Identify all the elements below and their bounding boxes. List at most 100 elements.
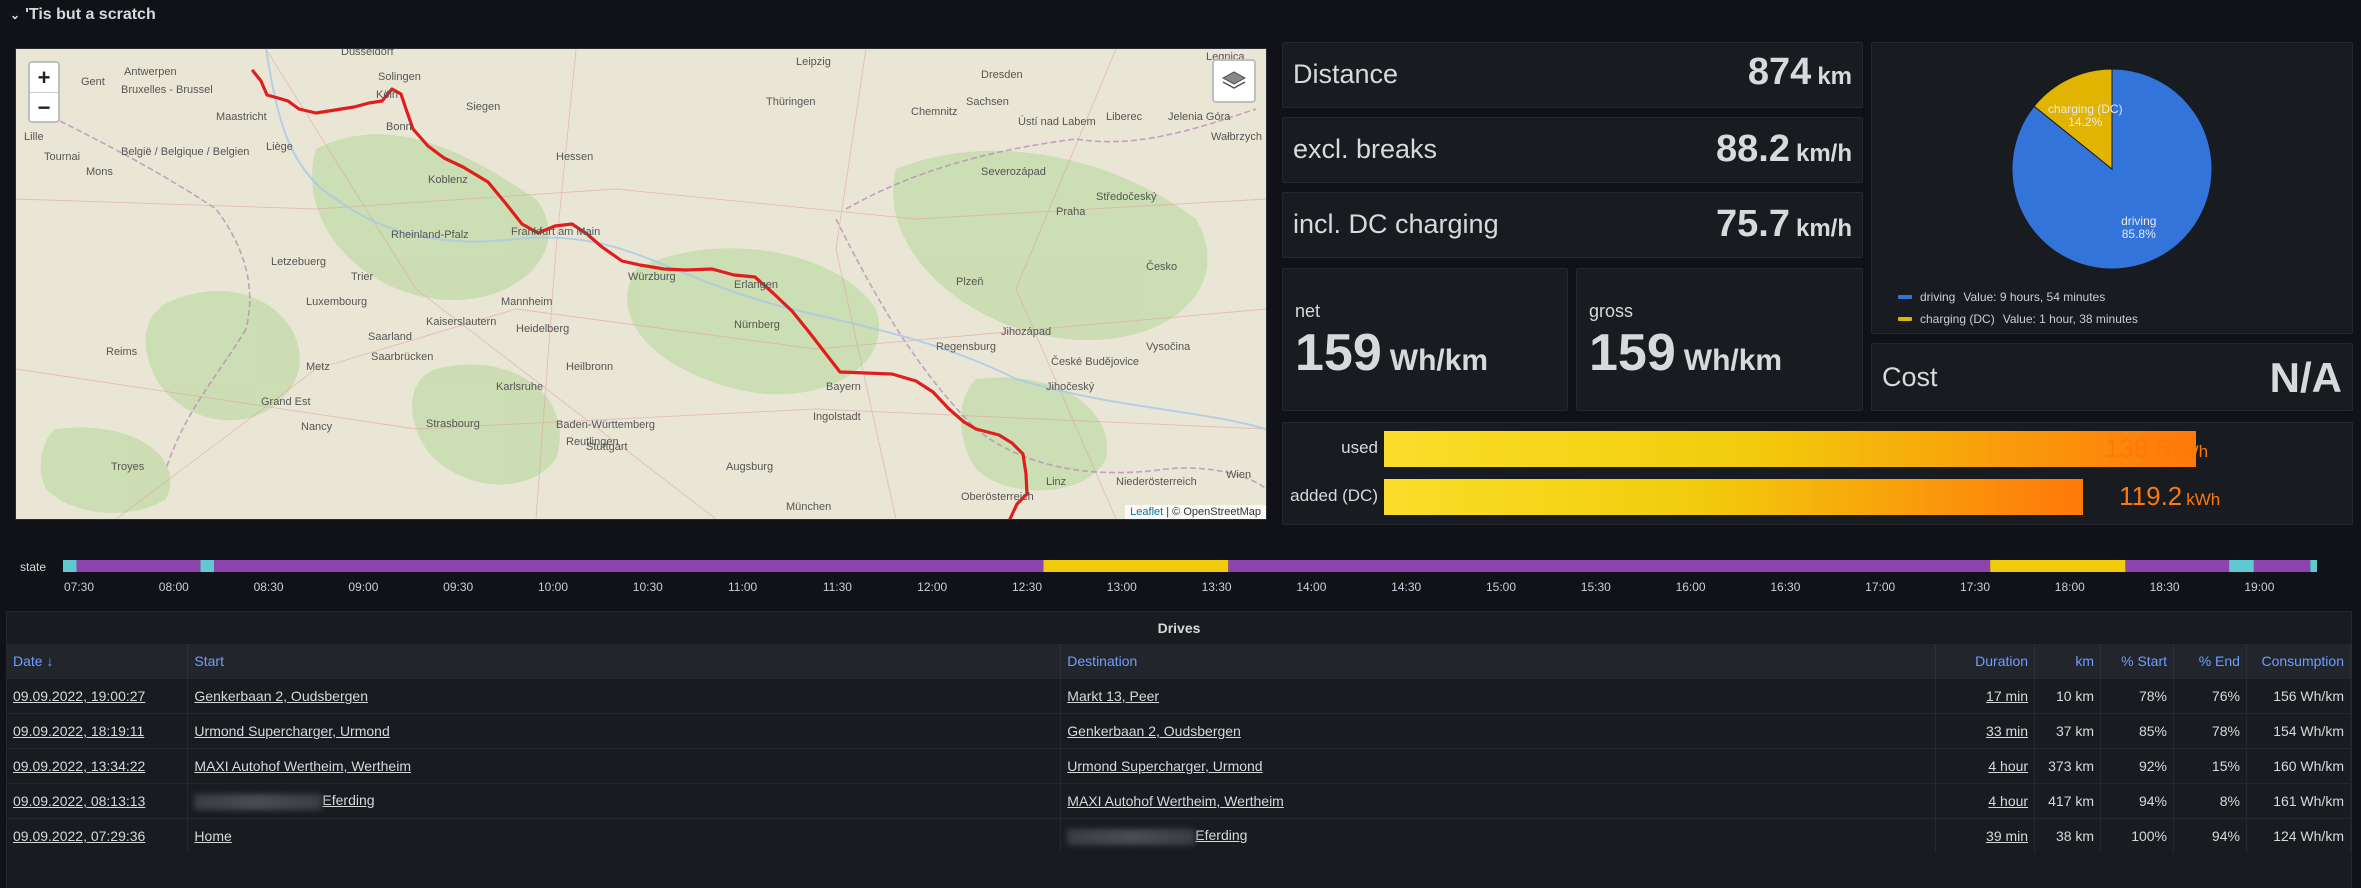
table-cell: 417 km bbox=[2034, 783, 2102, 819]
cell-link[interactable]: Genkerbaan 2, Oudsbergen bbox=[1067, 723, 1241, 739]
table-cell: Urmond Supercharger, Urmond bbox=[187, 713, 1062, 749]
layers-button[interactable] bbox=[1212, 59, 1256, 103]
excl-breaks-value: 88.2 km/h bbox=[1716, 128, 1852, 170]
route-line bbox=[251, 69, 1029, 519]
table-row[interactable]: 09.09.2022, 18:19:11 Urmond Supercharger,… bbox=[7, 713, 2352, 749]
cell-text: 92% bbox=[2138, 758, 2168, 774]
table-row[interactable]: 09.09.2022, 13:34:22 MAXI Autohof Werthei… bbox=[7, 748, 2352, 784]
row-header[interactable]: ⌄ 'Tis but a scratch bbox=[10, 6, 156, 24]
pie-slice-charging[interactable] bbox=[2033, 68, 2113, 171]
table-row[interactable]: 09.09.2022, 19:00:27 Genkerbaan 2, Oudsbe… bbox=[7, 678, 2352, 714]
cell-link[interactable]: 4 hour bbox=[1988, 793, 2029, 809]
incl-dc-panel: incl. DC charging 75.7 km/h bbox=[1282, 192, 1863, 258]
timeline-segment-driving[interactable] bbox=[214, 560, 1044, 572]
column-header[interactable]: Duration bbox=[1935, 644, 2036, 679]
cell-link[interactable]: MAXI Autohof Wertheim, Wertheim bbox=[194, 758, 411, 774]
timeline-segment-parked[interactable] bbox=[2229, 560, 2254, 572]
table-row[interactable]: 09.09.2022, 07:29:36 Home Eferding 39 min 38… bbox=[7, 818, 2352, 853]
cell-link[interactable]: 33 min bbox=[1986, 723, 2029, 739]
map-city-label: Vysočina bbox=[1146, 341, 1191, 353]
cell-link[interactable]: 39 min bbox=[1986, 828, 2029, 844]
map-city-label: Česko bbox=[1146, 261, 1178, 273]
gross-value: 159 Wh/km bbox=[1589, 324, 1783, 382]
zoom-in-button[interactable]: + bbox=[30, 63, 58, 93]
column-header[interactable]: Destination bbox=[1060, 644, 1937, 679]
cell-link[interactable]: Home bbox=[194, 828, 232, 844]
map-city-label: Bayern bbox=[826, 381, 861, 393]
table-cell: 4 hour bbox=[1935, 783, 2036, 819]
map-city-label: Praha bbox=[1056, 206, 1086, 218]
map-city-label: München bbox=[786, 501, 832, 513]
map-city-label: Heilbronn bbox=[566, 361, 614, 373]
legend-item-charging[interactable]: charging (DC) Value: 1 hour, 38 minutes bbox=[1898, 312, 2138, 326]
table-cell: 37 km bbox=[2034, 713, 2102, 749]
cell-text: 15% bbox=[2211, 758, 2240, 774]
timeline-tick-label: 13:30 bbox=[1201, 580, 1232, 594]
column-header[interactable]: % End bbox=[2173, 644, 2247, 679]
table-cell: 160 Wh/km bbox=[2246, 748, 2352, 784]
timeline-tick-label: 19:00 bbox=[2244, 580, 2275, 594]
cell-link[interactable]: Markt 13, Peer bbox=[1067, 688, 1160, 704]
cell-link[interactable]: 4 hour bbox=[1988, 758, 2029, 774]
added-label: added (DC) bbox=[1290, 486, 1378, 505]
column-header[interactable]: Consumption bbox=[2246, 644, 2352, 679]
cell-link[interactable]: Eferding bbox=[1195, 827, 1248, 844]
distance-panel: Distance 874 km bbox=[1282, 42, 1863, 108]
leaflet-link[interactable]: Leaflet bbox=[1130, 506, 1164, 518]
cost-panel: Cost N/A bbox=[1871, 343, 2353, 411]
timeline-segment-parked[interactable] bbox=[2310, 560, 2317, 572]
map-city-label: Niederösterreich bbox=[1116, 476, 1197, 488]
map-city-label: Bruxelles - Brussel bbox=[121, 84, 213, 96]
map-city-label: Köln bbox=[376, 89, 399, 101]
column-header[interactable]: Start bbox=[187, 644, 1062, 679]
cell-link[interactable]: Urmond Supercharger, Urmond bbox=[1067, 758, 1263, 774]
timeline-segment-driving[interactable] bbox=[1228, 560, 1991, 572]
table-header-row: Date ↓ Start Destination Duration km% Start%… bbox=[7, 644, 2352, 679]
map-city-label: Chemnitz bbox=[911, 106, 958, 118]
zoom-out-button[interactable]: − bbox=[37, 95, 51, 120]
timeline-segment-driving[interactable] bbox=[2253, 560, 2311, 572]
timeline-segment-driving[interactable] bbox=[2125, 560, 2230, 572]
cell-link[interactable]: MAXI Autohof Wertheim, Wertheim bbox=[1067, 793, 1284, 809]
cell-link[interactable]: Eferding bbox=[322, 792, 375, 809]
timeline-segment-driving[interactable] bbox=[76, 560, 201, 572]
cell-link[interactable]: 09.09.2022, 18:19:11 bbox=[13, 723, 145, 739]
cell-text: 8% bbox=[2219, 793, 2240, 809]
table-row[interactable]: 09.09.2022, 08:13:13 Eferding MAXI Autohof… bbox=[7, 783, 2352, 819]
map-city-label: Wałbrzych bbox=[1211, 131, 1262, 143]
map-city-label: Düsseldorf bbox=[341, 48, 394, 58]
column-header[interactable]: Date ↓ bbox=[7, 644, 189, 679]
cell-link[interactable]: 09.09.2022, 07:29:36 bbox=[13, 828, 146, 844]
timeline-segment-charging[interactable] bbox=[1043, 560, 1229, 572]
timeline-segment-parked[interactable] bbox=[200, 560, 215, 572]
cell-link[interactable]: 09.09.2022, 19:00:27 bbox=[13, 688, 146, 704]
cell-link[interactable]: Urmond Supercharger, Urmond bbox=[194, 723, 390, 739]
osm-attribution[interactable]: | © OpenStreetMap bbox=[1163, 506, 1261, 518]
map-zoom-control: + − bbox=[28, 61, 60, 123]
used-bar bbox=[1384, 431, 2196, 467]
column-header[interactable]: km bbox=[2034, 644, 2102, 679]
added-bar bbox=[1384, 479, 2084, 515]
gross-label: gross bbox=[1589, 301, 1634, 321]
timeline-segment-parked[interactable] bbox=[63, 560, 77, 572]
legend-item-driving[interactable]: driving Value: 9 hours, 54 minutes bbox=[1898, 290, 2105, 304]
route-map[interactable]: Antwerpen Gent Bruxelles - Brussel Lille Liè… bbox=[15, 48, 1267, 520]
cell-link[interactable]: Genkerbaan 2, Oudsbergen bbox=[194, 688, 368, 704]
cell-text: 78% bbox=[2211, 723, 2240, 739]
state-timeline[interactable] bbox=[63, 560, 2317, 572]
cell-link[interactable]: 09.09.2022, 08:13:13 bbox=[13, 793, 146, 809]
table-cell: 94% bbox=[2100, 783, 2175, 819]
timeline-segment-charging[interactable] bbox=[1990, 560, 2126, 572]
cell-link[interactable]: 09.09.2022, 13:34:22 bbox=[13, 758, 146, 774]
table-cell: 10 km bbox=[2034, 678, 2102, 714]
map-city-label: Saarland bbox=[368, 331, 413, 343]
column-header[interactable]: % Start bbox=[2100, 644, 2175, 679]
map-city-label: Nancy bbox=[301, 421, 333, 433]
incl-dc-value: 75.7 km/h bbox=[1716, 203, 1852, 245]
map-city-label: Solingen bbox=[378, 71, 421, 83]
gross-consumption-panel: gross 159 Wh/km bbox=[1576, 268, 1863, 411]
cell-link[interactable]: 17 min bbox=[1986, 688, 2029, 704]
cell-text: 76% bbox=[2211, 688, 2240, 704]
table-cell: 94% bbox=[2173, 818, 2247, 853]
